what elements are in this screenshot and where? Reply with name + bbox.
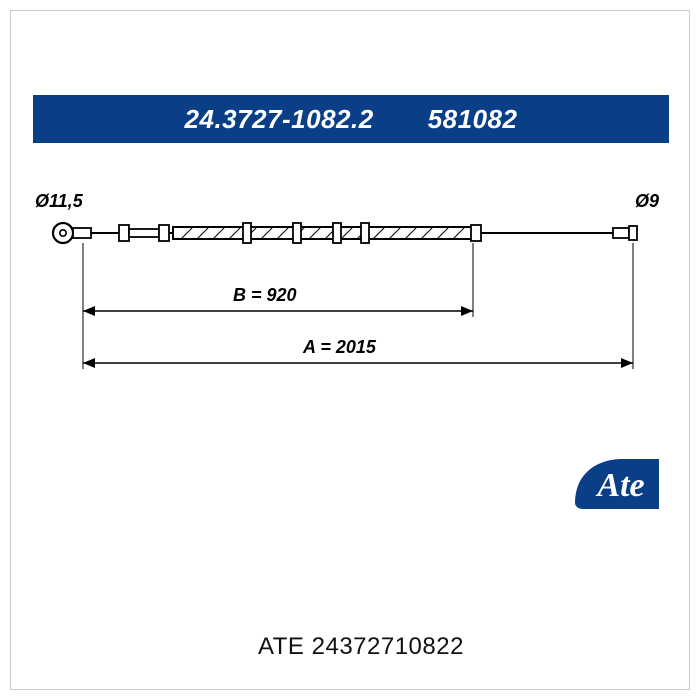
caption-maker: ATE: [258, 633, 304, 660]
title-band: 24.3727-1082.2 581082: [33, 95, 669, 143]
dim-a-label: A = 2015: [303, 337, 376, 358]
right-diameter-label: Ø9: [635, 191, 659, 212]
diagram-svg: [33, 143, 669, 423]
svg-text:Ate: Ate: [595, 467, 644, 504]
left-diameter-label: Ø11,5: [35, 191, 83, 212]
caption-sku: 24372710822: [312, 633, 464, 660]
outer-sheath: [173, 223, 473, 243]
svg-text:R: R: [652, 465, 657, 471]
left-eyelet: [53, 223, 169, 243]
cable-diagram: Ø11,5 Ø9 B = 920 A = 2015: [33, 143, 669, 423]
brand-badge: Ate R: [571, 453, 663, 515]
part-number-formatted: 24.3727-1082.2: [185, 104, 374, 135]
product-card: 24.3727-1082.2 581082: [10, 10, 690, 690]
caption: ATE 24372710822: [11, 633, 700, 661]
short-code: 581082: [428, 104, 518, 135]
right-nipple: [613, 226, 637, 240]
figure-box: 24.3727-1082.2 581082: [33, 41, 669, 521]
dim-b-label: B = 920: [233, 285, 297, 306]
